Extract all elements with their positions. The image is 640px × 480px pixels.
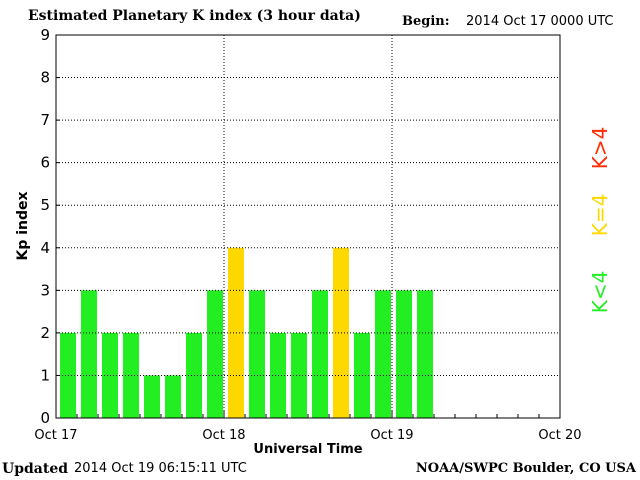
- kp-bar: [417, 290, 433, 418]
- y-tick-label: 0: [40, 409, 50, 427]
- updated-timestamp: 2014 Oct 19 06:15:11 UTC: [74, 461, 247, 476]
- legend-entry: K<4: [588, 271, 612, 314]
- legend-entry: K>4: [588, 127, 612, 170]
- y-tick-label: 3: [40, 281, 50, 299]
- x-tick-label: Oct 18: [202, 428, 245, 443]
- kp-bar: [396, 290, 412, 418]
- y-tick-label: 6: [40, 154, 50, 172]
- y-tick-label: 4: [40, 239, 50, 257]
- credit-text: NOAA/SWPC Boulder, CO USA: [415, 461, 636, 476]
- begin-value: 2014 Oct 17 0000 UTC: [466, 14, 614, 29]
- legend-entry: K=4: [588, 194, 612, 237]
- kp-bar: [165, 375, 181, 418]
- y-tick-label: 9: [40, 26, 50, 44]
- kp-bar: [249, 290, 265, 418]
- x-axis-label: Universal Time: [253, 442, 362, 457]
- y-axis-label: Kp index: [15, 191, 31, 260]
- x-tick-label: Oct 17: [34, 428, 77, 443]
- kp-bar: [207, 290, 223, 418]
- begin-label: Begin:: [402, 14, 450, 29]
- y-tick-label: 5: [40, 196, 50, 214]
- kp-bar: [144, 375, 160, 418]
- y-tick-label: 7: [40, 111, 50, 129]
- kp-bar: [81, 290, 97, 418]
- chart-title: Estimated Planetary K index (3 hour data…: [28, 8, 361, 24]
- y-tick-label: 1: [40, 366, 50, 384]
- kp-bar: [312, 290, 328, 418]
- updated-label: Updated: [2, 461, 69, 477]
- x-tick-label: Oct 19: [370, 428, 413, 443]
- kp-bar: [375, 290, 391, 418]
- y-tick-label: 8: [40, 69, 50, 87]
- x-tick-label: Oct 20: [538, 428, 581, 443]
- y-tick-label: 2: [40, 324, 50, 342]
